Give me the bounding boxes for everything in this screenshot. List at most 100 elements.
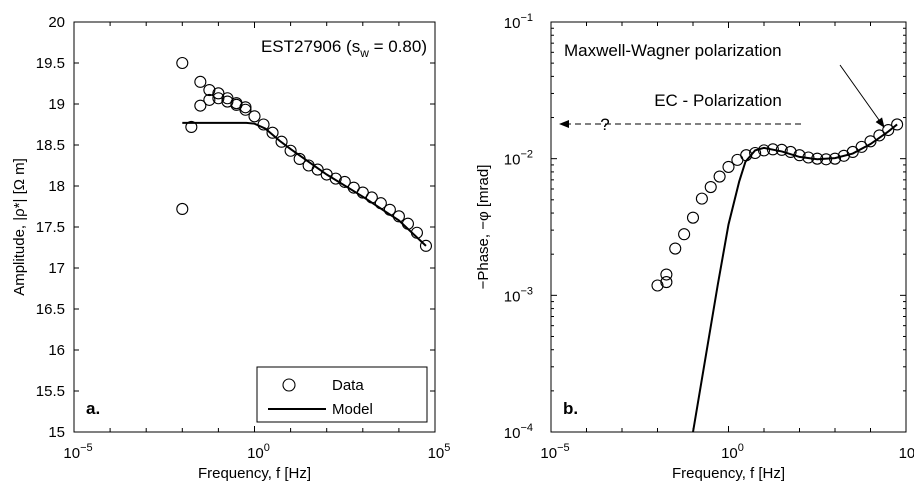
x-tick-label-exponent: 5 — [444, 442, 450, 454]
y-tick-label: 18.5 — [36, 137, 65, 154]
panel-label: b. — [563, 399, 578, 418]
data-point — [740, 149, 753, 162]
y-tick-label-exponent: −4 — [520, 422, 533, 434]
data-point — [793, 149, 806, 162]
data-point — [239, 103, 252, 116]
x-tick-label-exponent: 0 — [738, 442, 744, 454]
phase-chart: 10−410−310−210−110−5100105Maxwell-Wagner… — [475, 12, 914, 482]
x-tick-label-base: 10 — [63, 445, 80, 462]
y-tick-label-exponent: −1 — [520, 12, 533, 24]
data-point — [185, 120, 198, 134]
y-tick-label: 18 — [48, 178, 65, 195]
data-point — [392, 210, 405, 223]
legend-marker-data — [282, 378, 296, 392]
data-point — [203, 93, 216, 106]
x-tick-label-base: 10 — [428, 445, 445, 462]
y-axis-label: −Phase, −φ [mrad] — [475, 165, 492, 290]
data-point — [651, 279, 664, 292]
data-point — [212, 92, 225, 105]
model-line — [692, 123, 898, 432]
x-tick-label: 100 — [721, 442, 744, 462]
data-point — [338, 175, 351, 188]
x-axis-label: Frequency, f [Hz] — [672, 465, 785, 482]
data-point — [722, 160, 735, 173]
data-point — [784, 145, 797, 158]
data-point — [275, 135, 288, 148]
x-tick-label-exponent: 0 — [264, 442, 270, 454]
y-tick-label: 16.5 — [36, 301, 65, 318]
data-point — [713, 170, 726, 183]
y-tick-label: 19.5 — [36, 55, 65, 72]
data-point — [686, 211, 700, 224]
data-point — [704, 180, 717, 194]
x-tick-label: 105 — [428, 442, 451, 462]
data-point — [410, 226, 423, 239]
data-point — [212, 87, 225, 100]
y-tick-label: 10−3 — [504, 285, 533, 305]
data-point — [329, 172, 342, 185]
x-tick-label-base: 10 — [247, 445, 264, 462]
y-tick-label: 10−2 — [504, 149, 533, 169]
data-point — [855, 140, 868, 153]
data-point — [846, 145, 859, 158]
data-point — [230, 98, 243, 111]
y-tick-label-base: 10 — [504, 15, 521, 32]
y-tick-label-base: 10 — [504, 425, 521, 442]
x-tick-label: 10−5 — [540, 442, 569, 462]
data-point — [383, 203, 396, 216]
data-point — [293, 152, 306, 165]
x-tick-label-base: 10 — [721, 445, 738, 462]
x-tick-label: 10−5 — [63, 442, 92, 462]
sample-annotation-tail: = 0.80) — [369, 37, 427, 56]
legend-label-model: Model — [332, 401, 373, 418]
data-point — [775, 143, 788, 156]
y-tick-label: 10−1 — [504, 12, 533, 32]
y-tick-label: 15 — [48, 424, 65, 441]
data-point — [248, 110, 261, 123]
y-tick-label-exponent: −3 — [520, 285, 533, 297]
annotation-question-mark: ? — [600, 115, 609, 134]
data-point — [828, 152, 842, 165]
data-point — [284, 144, 297, 157]
data-point — [176, 56, 189, 70]
sample-annotation-sub: w — [359, 46, 369, 60]
data-point — [221, 95, 234, 108]
data-point — [757, 144, 771, 157]
y-tick-label: 17 — [48, 260, 65, 277]
x-tick-label: 105 — [899, 442, 914, 462]
legend-box — [256, 366, 428, 423]
data-point — [176, 202, 189, 216]
data-point — [864, 135, 877, 148]
data-point — [347, 181, 360, 194]
data-point — [873, 129, 886, 142]
mw-arrow — [839, 64, 885, 128]
y-tick-label: 10−4 — [504, 422, 533, 442]
y-tick-label: 15.5 — [36, 383, 65, 400]
x-axis-label: Frequency, f [Hz] — [198, 465, 311, 482]
data-point — [365, 191, 378, 204]
data-point — [194, 75, 207, 88]
annotation-maxwell-wagner: Maxwell-Wagner polarization — [564, 41, 782, 60]
data-point — [660, 276, 673, 289]
data-point — [401, 217, 414, 230]
data-point — [257, 118, 270, 131]
panel-label: a. — [86, 399, 100, 418]
data-point — [194, 99, 207, 112]
x-tick-label-base: 10 — [899, 445, 914, 462]
data-point — [811, 152, 824, 165]
y-tick-label: 20 — [48, 14, 65, 31]
data-point — [882, 123, 895, 137]
data-point — [419, 239, 433, 252]
data-point — [891, 118, 904, 131]
x-tick-label-base: 10 — [540, 445, 557, 462]
data-point — [802, 151, 815, 164]
data-point — [766, 143, 779, 156]
y-tick-label-base: 10 — [504, 152, 521, 169]
y-tick-label-base: 10 — [504, 288, 521, 305]
annotation-ec-polarization: EC - Polarization — [654, 91, 782, 110]
data-point — [266, 126, 279, 139]
y-tick-label-exponent: −2 — [520, 149, 533, 161]
